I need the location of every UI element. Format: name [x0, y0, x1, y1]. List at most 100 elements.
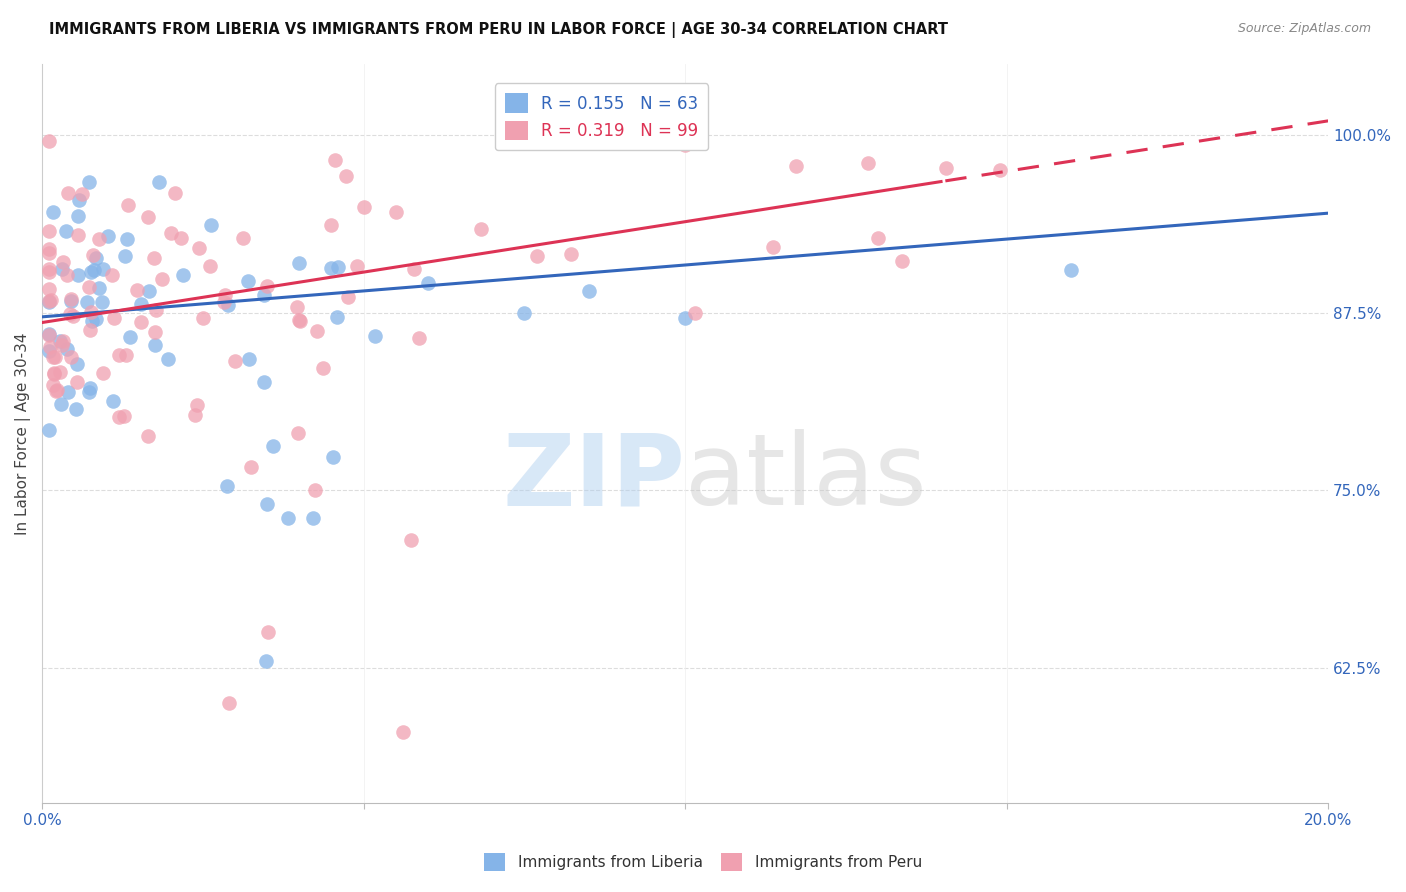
Point	[59, 307, 82, 321]
Point	[142, 252, 165, 266]
Point	[200, 218, 222, 232]
Point	[392, 724, 415, 739]
Point	[302, 511, 325, 525]
Point	[39, 340, 62, 354]
Point	[38, 344, 60, 359]
Legend: R = 0.155   N = 63, R = 0.319   N = 99: R = 0.155 N = 63, R = 0.319 N = 99	[495, 84, 709, 151]
Point	[163, 186, 186, 201]
Point	[125, 284, 148, 298]
Point	[321, 218, 343, 232]
Point	[513, 306, 536, 320]
Point	[935, 161, 957, 176]
Point	[129, 315, 152, 329]
Point	[66, 357, 89, 371]
Point	[62, 310, 84, 324]
Point	[108, 347, 131, 361]
Point	[238, 351, 260, 366]
Point	[80, 264, 103, 278]
Point	[156, 351, 179, 366]
Point	[307, 324, 329, 338]
Point	[44, 350, 66, 364]
Point	[143, 338, 166, 352]
Point	[399, 533, 422, 548]
Point	[212, 295, 235, 310]
Point	[38, 294, 60, 309]
Point	[288, 256, 311, 270]
Point	[325, 310, 347, 324]
Point	[89, 232, 111, 246]
Point	[76, 294, 98, 309]
Point	[240, 460, 263, 475]
Point	[38, 242, 60, 256]
Point	[58, 384, 80, 399]
Point	[67, 209, 90, 223]
Point	[45, 384, 67, 398]
Text: IMMIGRANTS FROM LIBERIA VS IMMIGRANTS FROM PERU IN LABOR FORCE | AGE 30-34 CORRE: IMMIGRANTS FROM LIBERIA VS IMMIGRANTS FR…	[49, 22, 948, 38]
Point	[66, 227, 89, 242]
Point	[287, 426, 309, 441]
Point	[65, 401, 87, 416]
Point	[84, 251, 107, 265]
Point	[38, 265, 60, 279]
Point	[866, 231, 889, 245]
Point	[77, 384, 100, 399]
Point	[402, 261, 425, 276]
Point	[60, 293, 83, 308]
Point	[56, 186, 79, 200]
Point	[673, 311, 696, 326]
Point	[38, 224, 60, 238]
Point	[858, 155, 880, 169]
Point	[304, 483, 326, 497]
Point	[51, 262, 73, 277]
Y-axis label: In Labor Force | Age 30-34: In Labor Force | Age 30-34	[15, 332, 31, 534]
Point	[673, 138, 696, 153]
Point	[91, 366, 114, 380]
Point	[364, 328, 387, 343]
Point	[762, 240, 785, 254]
Point	[59, 350, 82, 364]
Point	[170, 231, 193, 245]
Point	[117, 198, 139, 212]
Point	[42, 204, 65, 219]
Point	[236, 275, 259, 289]
Point	[38, 294, 60, 309]
Point	[49, 334, 72, 348]
Point	[97, 228, 120, 243]
Point	[1060, 263, 1083, 277]
Point	[77, 176, 100, 190]
Point	[38, 328, 60, 343]
Point	[117, 232, 139, 246]
Point	[79, 381, 101, 395]
Point	[337, 290, 360, 304]
Point	[90, 295, 112, 310]
Point	[42, 368, 65, 382]
Point	[288, 312, 311, 326]
Point	[890, 254, 912, 268]
Point	[38, 134, 60, 148]
Point	[253, 287, 276, 301]
Point	[51, 337, 73, 351]
Point	[52, 255, 75, 269]
Point	[82, 314, 104, 328]
Point	[41, 351, 63, 365]
Point	[136, 210, 159, 224]
Point	[253, 375, 276, 389]
Point	[346, 260, 368, 274]
Point	[595, 113, 617, 128]
Point	[560, 247, 582, 261]
Point	[285, 301, 308, 315]
Point	[42, 366, 65, 380]
Point	[988, 163, 1011, 178]
Point	[256, 279, 278, 293]
Point	[218, 696, 240, 710]
Point	[254, 653, 277, 667]
Point	[150, 272, 173, 286]
Point	[103, 310, 125, 325]
Point	[290, 314, 312, 328]
Point	[118, 330, 141, 344]
Point	[79, 280, 101, 294]
Point	[262, 439, 284, 453]
Point	[526, 248, 548, 262]
Point	[38, 262, 60, 277]
Point	[224, 354, 246, 368]
